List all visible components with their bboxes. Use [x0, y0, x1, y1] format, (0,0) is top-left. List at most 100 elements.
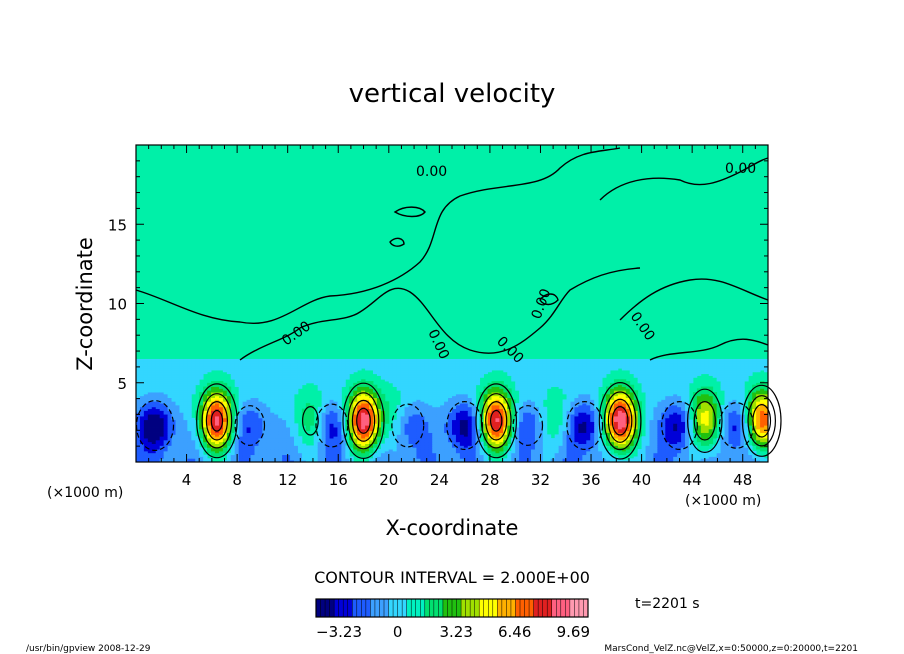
- heatmap-cell: [155, 410, 161, 413]
- heatmap-cell: [139, 410, 145, 413]
- heatmap-cell: [159, 395, 165, 399]
- heatmap-cell: [286, 441, 291, 444]
- heatmap-cell: [483, 443, 488, 446]
- heatmap-cell: [463, 384, 469, 387]
- heatmap-cell: [452, 381, 457, 384]
- heatmap-cell: [254, 360, 259, 364]
- heatmap-cell: [250, 371, 255, 375]
- heatmap-cell: [179, 404, 184, 408]
- heatmap-cell: [301, 450, 307, 454]
- heatmap-cell: [171, 412, 176, 415]
- heatmap-cell: [167, 425, 172, 428]
- heatmap-cell: [147, 445, 153, 448]
- heatmap-cell: [297, 443, 303, 446]
- heatmap-cell: [215, 381, 220, 384]
- heatmap-cell: [258, 362, 263, 365]
- heatmap-cell: [266, 384, 271, 387]
- heatmap-cell: [175, 410, 180, 413]
- heatmap-cell: [270, 377, 275, 380]
- heatmap-cell: [428, 419, 433, 422]
- heatmap-cell: [250, 419, 255, 422]
- heatmap-cell: [455, 382, 461, 386]
- heatmap-cell: [191, 427, 196, 430]
- heatmap-cell: [282, 381, 287, 384]
- heatmap-cell: [226, 428, 232, 432]
- heatmap-cell: [507, 404, 512, 408]
- heatmap-cell: [226, 371, 232, 375]
- heatmap-cell: [345, 414, 350, 417]
- heatmap-cell: [254, 366, 259, 369]
- heatmap-cell: [290, 438, 295, 441]
- heatmap-cell: [294, 430, 299, 433]
- heatmap-cell: [404, 404, 409, 408]
- heatmap-cell: [408, 412, 413, 415]
- heatmap-cell: [226, 438, 232, 441]
- heatmap-cell: [519, 401, 524, 404]
- heatmap-cell: [341, 364, 346, 367]
- heatmap-cell: [511, 452, 516, 456]
- heatmap-cell: [183, 360, 188, 364]
- heatmap-cell: [266, 417, 271, 421]
- heatmap-cell: [266, 447, 271, 450]
- heatmap-cell: [238, 443, 244, 446]
- heatmap-cell: [309, 375, 315, 378]
- heatmap-cell: [305, 460, 311, 463]
- heatmap-cell: [400, 414, 405, 417]
- heatmap-cell: [286, 449, 291, 452]
- heatmap-cell: [191, 392, 196, 395]
- heatmap-cell: [519, 436, 524, 439]
- heatmap-cell: [329, 377, 334, 380]
- heatmap-cell: [428, 390, 433, 393]
- heatmap-cell: [286, 397, 291, 400]
- heatmap-cell: [290, 432, 295, 435]
- heatmap-cell: [412, 408, 417, 411]
- heatmap-cell: [440, 421, 445, 424]
- heatmap-cell: [147, 377, 153, 380]
- heatmap-cell: [455, 443, 461, 446]
- heatmap-cell: [487, 445, 492, 448]
- heatmap-cell: [238, 441, 244, 444]
- heatmap-cell: [191, 419, 196, 422]
- heatmap-cell: [278, 366, 283, 369]
- heatmap-cell: [487, 392, 492, 395]
- heatmap-cell: [416, 436, 421, 439]
- heatmap-cell: [404, 447, 409, 450]
- heatmap-cell: [191, 450, 196, 454]
- heatmap-cell: [436, 381, 441, 384]
- heatmap-cell: [226, 366, 232, 369]
- heatmap-cell: [519, 421, 524, 424]
- heatmap-cell: [274, 360, 279, 364]
- heatmap-cell: [404, 390, 409, 393]
- heatmap-cell: [136, 377, 141, 380]
- heatmap-cell: [452, 447, 457, 450]
- heatmap-cell: [143, 379, 149, 382]
- heatmap-cell: [408, 386, 413, 389]
- heatmap-cell: [325, 430, 330, 433]
- heatmap-cell: [183, 417, 188, 421]
- heatmap-cell: [155, 447, 161, 450]
- heatmap-cell: [262, 441, 267, 444]
- heatmap-cell: [523, 408, 528, 411]
- heatmap-cell: [515, 438, 520, 441]
- heatmap-cell: [191, 447, 196, 450]
- heatmap-cell: [333, 395, 338, 399]
- heatmap-cell: [136, 450, 141, 454]
- heatmap-cell: [246, 454, 251, 457]
- heatmap-cell: [238, 381, 244, 384]
- heatmap-cell: [329, 408, 334, 411]
- heatmap-cell: [412, 388, 417, 391]
- heatmap-cell: [448, 362, 453, 365]
- heatmap-cell: [226, 362, 232, 365]
- heatmap-cell: [238, 434, 244, 437]
- heatmap-cell: [187, 404, 192, 408]
- heatmap-cell: [139, 456, 145, 459]
- heatmap-cell: [523, 401, 528, 404]
- heatmap-cell: [511, 443, 516, 446]
- heatmap-cell: [440, 425, 445, 428]
- heatmap-cell: [483, 452, 488, 456]
- heatmap-cell: [136, 443, 141, 446]
- heatmap-cell: [412, 386, 417, 389]
- heatmap-cell: [175, 377, 180, 380]
- heatmap-cell: [187, 362, 192, 365]
